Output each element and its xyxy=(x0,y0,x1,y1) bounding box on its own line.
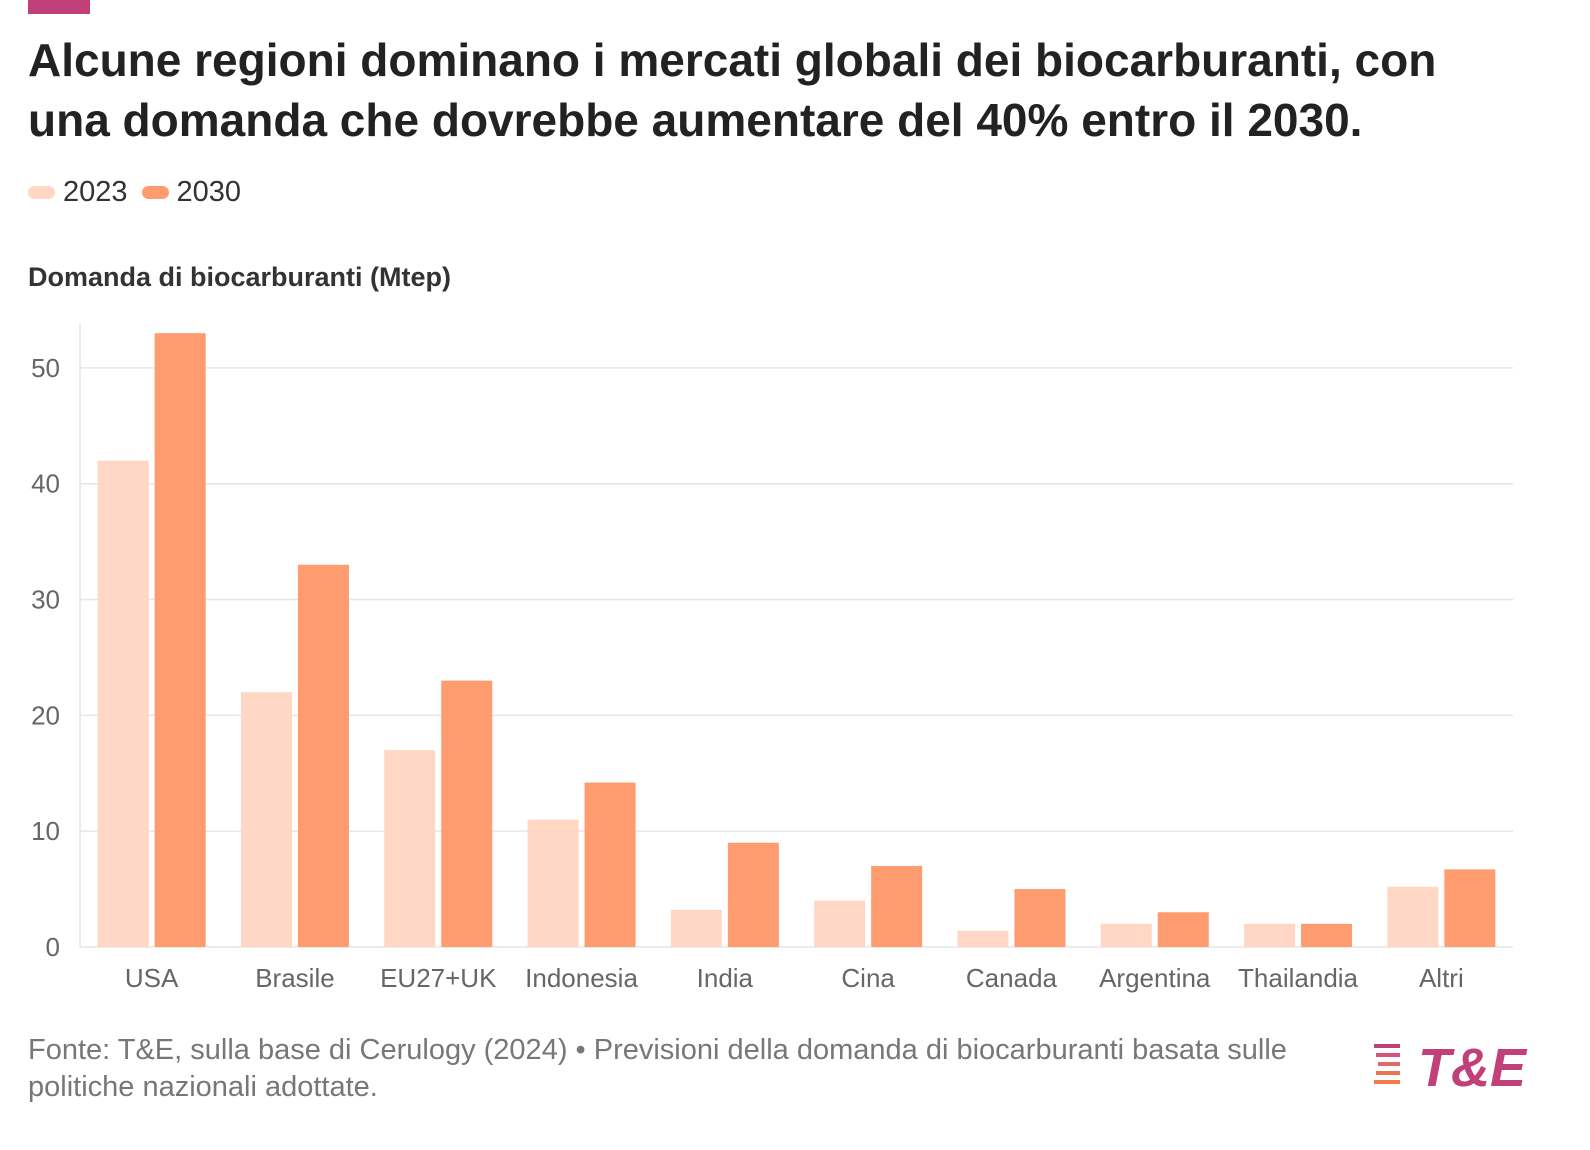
bar-chart: 0 10 20 30 40 50 USA Brasile EU27+UK Indonesia Ind… xyxy=(31,324,1513,993)
bar-2030-eu27-uk xyxy=(441,680,493,947)
x-tick-label-argentina: Argentina xyxy=(1099,963,1211,993)
bar-2023-indonesia xyxy=(527,819,579,947)
legend-swatch-2023 xyxy=(28,186,55,199)
legend-item-2023: 2023 xyxy=(28,176,128,209)
logo-stripes-icon xyxy=(1374,1044,1400,1084)
bar-2023-argentina xyxy=(1100,923,1152,947)
bar-2030-brasile xyxy=(297,564,349,947)
legend-item-2030: 2030 xyxy=(141,176,242,209)
chart-title: Alcune regioni dominano i mercati global… xyxy=(28,34,1437,146)
bar-2023-india xyxy=(670,909,722,947)
bar-2023-eu27-uk xyxy=(384,750,436,947)
accent-bar xyxy=(28,0,90,14)
bar-2023-canada xyxy=(957,930,1009,947)
y-tick-label-40: 40 xyxy=(31,469,60,499)
bar-2030-canada xyxy=(1014,889,1066,947)
x-tick-label-canada: Canada xyxy=(966,963,1058,993)
bar-2023-usa xyxy=(97,460,149,947)
x-tick-label-brasile: Brasile xyxy=(255,963,334,993)
x-tick-label-usa: USA xyxy=(125,963,179,993)
legend: 2023 2030 xyxy=(28,176,255,209)
bar-2030-india xyxy=(727,842,779,947)
bar-2030-cina xyxy=(871,865,923,947)
x-tick-label-cina: Cina xyxy=(841,963,895,993)
bar-2030-thailandia xyxy=(1301,923,1353,947)
bar-2030-usa xyxy=(154,333,206,947)
y-tick-label-10: 10 xyxy=(31,816,60,846)
te-logo: T&E xyxy=(1374,1038,1528,1096)
logo-wordmark: T&E xyxy=(1418,1038,1528,1096)
bar-2030-indonesia xyxy=(584,782,636,947)
bar-2030-argentina xyxy=(1157,912,1209,947)
y-tick-label-50: 50 xyxy=(31,353,60,383)
y-tick-label-20: 20 xyxy=(31,700,60,730)
legend-label-2023: 2023 xyxy=(63,176,128,208)
x-tick-label-india: India xyxy=(697,963,754,993)
bar-2023-cina xyxy=(814,900,866,947)
x-tick-label-eu27-uk: EU27+UK xyxy=(380,963,497,993)
source-note: Fonte: T&E, sulla base di Cerulogy (2024… xyxy=(28,1034,1287,1103)
bar-2023-brasile xyxy=(240,692,292,947)
bar-2030-altri xyxy=(1444,869,1496,947)
y-tick-label-0: 0 xyxy=(46,932,60,962)
x-tick-label-thailandia: Thailandia xyxy=(1238,963,1359,993)
bar-2023-altri xyxy=(1387,886,1439,947)
legend-label-2030: 2030 xyxy=(176,176,242,208)
y-tick-label-30: 30 xyxy=(31,585,60,615)
legend-swatch-2030 xyxy=(141,186,169,199)
x-tick-label-altri: Altri xyxy=(1419,963,1464,993)
y-axis-label: Domanda di biocarburanti (Mtep) xyxy=(28,262,452,292)
x-tick-label-indonesia: Indonesia xyxy=(525,963,638,993)
bar-2023-thailandia xyxy=(1244,923,1296,947)
